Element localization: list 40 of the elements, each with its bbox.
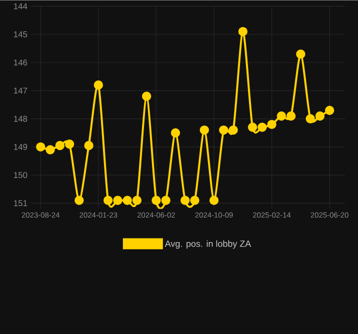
legend-label: Avg. pos. in lobby ZA: [164, 240, 252, 249]
point: [55, 140, 64, 150]
point: [258, 122, 267, 132]
point: [161, 196, 170, 205]
y-tick-label: 148: [14, 116, 28, 122]
point: [132, 196, 142, 205]
point: [248, 122, 258, 132]
y-tick-label: 145: [14, 31, 28, 38]
point: [315, 111, 325, 120]
point: [103, 196, 113, 205]
point: [84, 140, 94, 150]
y-tick-label: 151: [14, 200, 28, 206]
point: [200, 125, 209, 135]
point: [286, 111, 296, 120]
y-tick-label: 146: [14, 59, 28, 66]
point: [64, 139, 74, 149]
y-tick-label: 150: [14, 172, 28, 178]
point: [46, 145, 55, 154]
point: [238, 26, 248, 36]
y-tick-label: 147: [14, 88, 28, 94]
point: [113, 196, 122, 205]
point: [170, 128, 180, 138]
point: [180, 196, 190, 205]
point: [74, 196, 84, 205]
point: [267, 120, 276, 129]
point: [306, 114, 315, 124]
y-tick-label: 144: [14, 3, 28, 10]
point: [296, 49, 306, 59]
y-tick-label: 149: [14, 144, 28, 150]
point: [228, 125, 238, 135]
point: [94, 80, 104, 90]
point: [122, 196, 132, 205]
point: [142, 92, 152, 101]
point: [276, 111, 286, 120]
point: [324, 106, 334, 115]
point: [36, 142, 46, 152]
point: [152, 196, 161, 205]
point: [190, 196, 200, 205]
point: [209, 196, 219, 205]
point: [219, 125, 228, 135]
